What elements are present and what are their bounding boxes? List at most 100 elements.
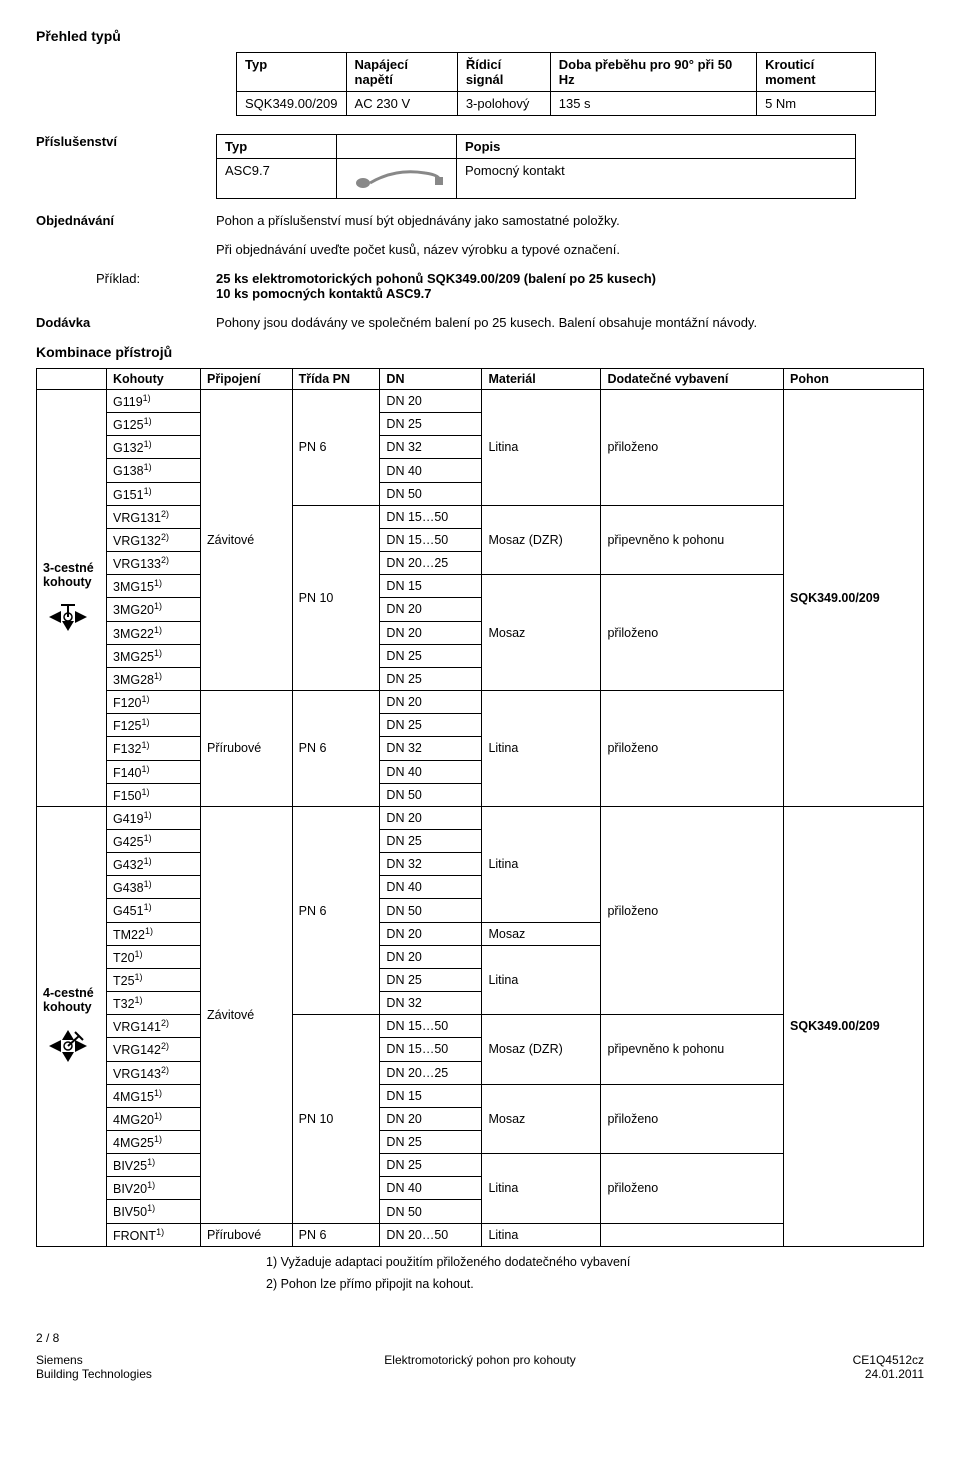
cell-kohouty: T251): [107, 968, 201, 991]
cell-conn: Závitové: [201, 806, 293, 1223]
cell-mat: Mosaz: [482, 922, 601, 945]
cell-mat: Litina: [482, 945, 601, 1014]
cell-kohouty: 3MG201): [107, 598, 201, 621]
cell-mat: Litina: [482, 390, 601, 506]
cell-equip: přiloženo: [601, 806, 784, 1014]
cell-kohouty: VRG1422): [107, 1038, 201, 1061]
cell-pn: PN 6: [292, 1223, 380, 1246]
cell-kohouty: G1191): [107, 390, 201, 413]
cell-dn: DN 15: [380, 575, 482, 598]
cell-dn: DN 50: [380, 482, 482, 505]
cell-dn: DN 20: [380, 598, 482, 621]
cell-equip: připevněno k pohonu: [601, 1015, 784, 1084]
cell-mat: Litina: [482, 806, 601, 922]
cell-dn: DN 15…50: [380, 1038, 482, 1061]
cell-dn: DN 50: [380, 899, 482, 922]
cell-kohouty: T201): [107, 945, 201, 968]
th-img: [337, 135, 457, 159]
td-signal: 3-polohový: [457, 92, 550, 116]
td-torque: 5 Nm: [757, 92, 876, 116]
cell-kohouty: VRG1322): [107, 528, 201, 551]
th-typ2: Typ: [217, 135, 337, 159]
cell-dn: DN 25: [380, 714, 482, 737]
cell-kohouty: F1321): [107, 737, 201, 760]
td-typ: SQK349.00/209: [237, 92, 347, 116]
cell-dn: DN 32: [380, 992, 482, 1015]
cell-kohouty: G1321): [107, 436, 201, 459]
cell-kohouty: G4511): [107, 899, 201, 922]
cell-dn: DN 20: [380, 922, 482, 945]
cell-dn: DN 50: [380, 1200, 482, 1223]
valve-4way-icon: [43, 1024, 93, 1066]
note-2: 2) Pohon lze přímo připojit na kohout.: [266, 1277, 924, 1291]
example-text2: 10 ks pomocných kontaktů ASC9.7: [216, 286, 924, 301]
cell-conn: Přírubové: [201, 1223, 293, 1246]
td-time: 135 s: [550, 92, 756, 116]
th-material: Materiál: [482, 369, 601, 390]
cell-kohouty: T321): [107, 992, 201, 1015]
page-title: Přehled typů: [36, 28, 924, 44]
ordering-text1: Pohon a příslušenství musí být objednává…: [216, 213, 924, 228]
th-voltage: Napájecí napětí: [346, 53, 457, 92]
combination-label: Kombinace přístrojů: [36, 344, 924, 360]
cell-kohouty: F1201): [107, 691, 201, 714]
foot-page: 2 / 8: [36, 1331, 332, 1345]
side-4way-label: 4-cestné kohouty: [43, 986, 94, 1014]
cell-dn: DN 20…25: [380, 552, 482, 575]
th-popis: Popis: [457, 135, 856, 159]
foot-code: CE1Q4512cz: [628, 1353, 924, 1367]
cell-kohouty: G4191): [107, 806, 201, 829]
cell-equip: přiloženo: [601, 691, 784, 807]
th-torque: Krouticí moment: [757, 53, 876, 92]
cell-kohouty: TM221): [107, 922, 201, 945]
cell-kohouty: G4381): [107, 876, 201, 899]
cell-kohouty: G1381): [107, 459, 201, 482]
delivery-label: Dodávka: [36, 315, 216, 330]
cell-pn: PN 10: [292, 505, 380, 690]
cell-equip: přiloženo: [601, 390, 784, 506]
cell-dn: DN 25: [380, 667, 482, 690]
cell-pn: PN 10: [292, 1015, 380, 1223]
foot-bt: Building Technologies: [36, 1367, 332, 1381]
th-time: Doba přeběhu pro 90° při 50 Hz: [550, 53, 756, 92]
cell-conn: Přírubové: [201, 691, 293, 807]
valve-3way-icon: [43, 599, 93, 635]
cell-kohouty: FRONT1): [107, 1223, 201, 1246]
cell-equip: [601, 1223, 784, 1246]
ordering-text2: Při objednávání uveďte počet kusů, název…: [216, 242, 924, 257]
th-signal: Řídicí signál: [457, 53, 550, 92]
cell-dn: DN 20…25: [380, 1061, 482, 1084]
cell-equip: přiloženo: [601, 1154, 784, 1223]
cell-dn: DN 25: [380, 829, 482, 852]
cell-pn: PN 6: [292, 691, 380, 807]
cell-dn: DN 15…50: [380, 528, 482, 551]
td-asc: ASC9.7: [217, 159, 337, 199]
cell-kohouty: 4MG251): [107, 1131, 201, 1154]
cell-mat: Litina: [482, 1223, 601, 1246]
cell-kohouty: 3MG251): [107, 644, 201, 667]
cell-dn: DN 15…50: [380, 505, 482, 528]
accessory-table: Typ Popis ASC9.7 Pomocný kontakt: [216, 134, 856, 199]
td-voltage: AC 230 V: [346, 92, 457, 116]
cell-dn: DN 25: [380, 644, 482, 667]
cell-dn: DN 50: [380, 783, 482, 806]
cell-kohouty: 4MG151): [107, 1084, 201, 1107]
cell-equip: připevněno k pohonu: [601, 505, 784, 574]
cable-icon: [345, 163, 445, 191]
cell-kohouty: VRG1312): [107, 505, 201, 528]
cell-kohouty: G1511): [107, 482, 201, 505]
combination-table: Kohouty Připojení Třída PN DN Materiál D…: [36, 368, 924, 1247]
cell-kohouty: VRG1432): [107, 1061, 201, 1084]
cell-dn: DN 20: [380, 1107, 482, 1130]
cell-kohouty: BIV251): [107, 1154, 201, 1177]
cell-pohon: SQK349.00/209: [784, 806, 924, 1246]
cell-dn: DN 25: [380, 413, 482, 436]
types-table: Typ Napájecí napětí Řídicí signál Doba p…: [236, 52, 876, 116]
th-typ: Typ: [237, 53, 347, 92]
cell-pn: PN 6: [292, 390, 380, 506]
cell-dn: DN 40: [380, 876, 482, 899]
cell-dn: DN 25: [380, 968, 482, 991]
cell-equip: přiloženo: [601, 575, 784, 691]
cell-dn: DN 20: [380, 691, 482, 714]
cell-pn: PN 6: [292, 806, 380, 1014]
